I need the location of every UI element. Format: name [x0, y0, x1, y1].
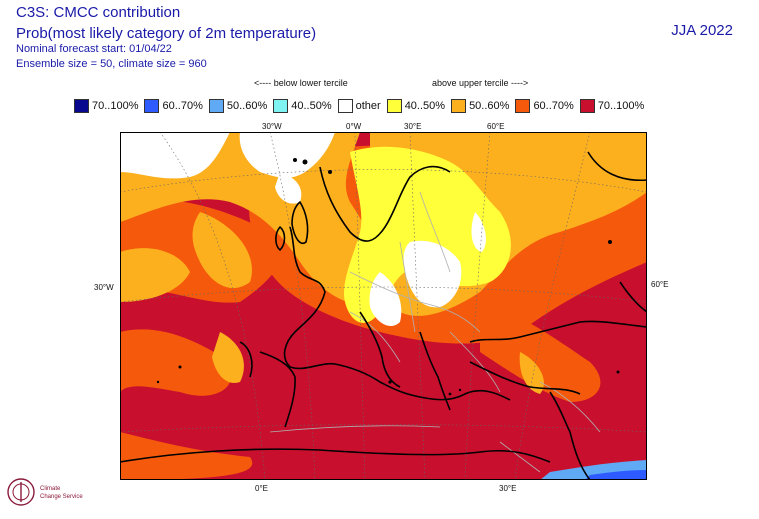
legend-label: 60..70%: [533, 100, 574, 112]
legend-label: 40..50%: [291, 100, 332, 112]
legend-swatch: [579, 99, 595, 113]
legend-item: 50..60%: [208, 99, 268, 113]
legend-label: other: [355, 100, 381, 112]
lat-label-right: 60°E: [651, 280, 669, 289]
legend-item: other: [337, 99, 381, 113]
ensemble-size: Ensemble size = 50, climate size = 960: [16, 58, 207, 70]
lon-label-30w-top: 30°W: [262, 122, 282, 131]
legend-item: 60..70%: [144, 99, 203, 113]
c3s-logo: Climate Change Service: [4, 474, 114, 514]
legend-swatch: [208, 99, 224, 113]
logo-text-climate: Climate: [40, 486, 61, 492]
lon-label-60e-top: 60°E: [487, 122, 505, 131]
chart-title: C3S: CMCC contribution: [16, 4, 181, 21]
legend-label: 50..60%: [469, 100, 510, 112]
legend-swatch: [515, 99, 531, 113]
forecast-start: Nominal forecast start: 01/04/22: [16, 43, 172, 55]
legend-item: 70..100%: [579, 99, 645, 113]
lon-label-0w-top: 0°W: [346, 122, 362, 131]
legend-item: 50..60%: [451, 99, 509, 113]
legend-item: 40..50%: [273, 99, 332, 113]
legend-label: 40..50%: [404, 100, 446, 112]
climate-logo-icon: Climate Change Service: [7, 478, 83, 506]
legend: 70..100% 60..70% 50..60% 40..50% other 4…: [74, 98, 650, 114]
lon-label-30e-bottom: 30°E: [499, 484, 517, 493]
legend-swatch: [451, 99, 467, 113]
legend-swatch: [273, 99, 289, 113]
above-tercile-label: above upper tercile ---->: [432, 78, 529, 88]
lon-label-0e-bottom: 0°E: [255, 484, 268, 493]
legend-label: 50..60%: [226, 100, 268, 112]
legend-item: 60..70%: [515, 99, 574, 113]
legend-swatch: [144, 99, 160, 113]
legend-swatch: [74, 99, 89, 113]
chart-subtitle: Prob(most likely category of 2m temperat…: [16, 25, 317, 42]
legend-label: 60..70%: [162, 100, 203, 112]
legend-swatch: [337, 99, 353, 113]
legend-label: 70..100%: [597, 100, 645, 112]
logo-text-service: Change Service: [40, 494, 83, 500]
legend-item: 40..50%: [386, 99, 446, 113]
lat-label-left: 30°W: [94, 283, 114, 292]
map-svg: [120, 132, 647, 480]
legend-swatch: [386, 99, 402, 113]
legend-label: 70..100%: [92, 100, 139, 112]
probability-map: [120, 132, 647, 480]
legend-item: 70..100%: [74, 99, 138, 113]
season-label: JJA 2022: [671, 22, 733, 39]
lon-label-30e-top: 30°E: [404, 122, 422, 131]
below-tercile-label: <---- below lower tercile: [254, 78, 348, 88]
